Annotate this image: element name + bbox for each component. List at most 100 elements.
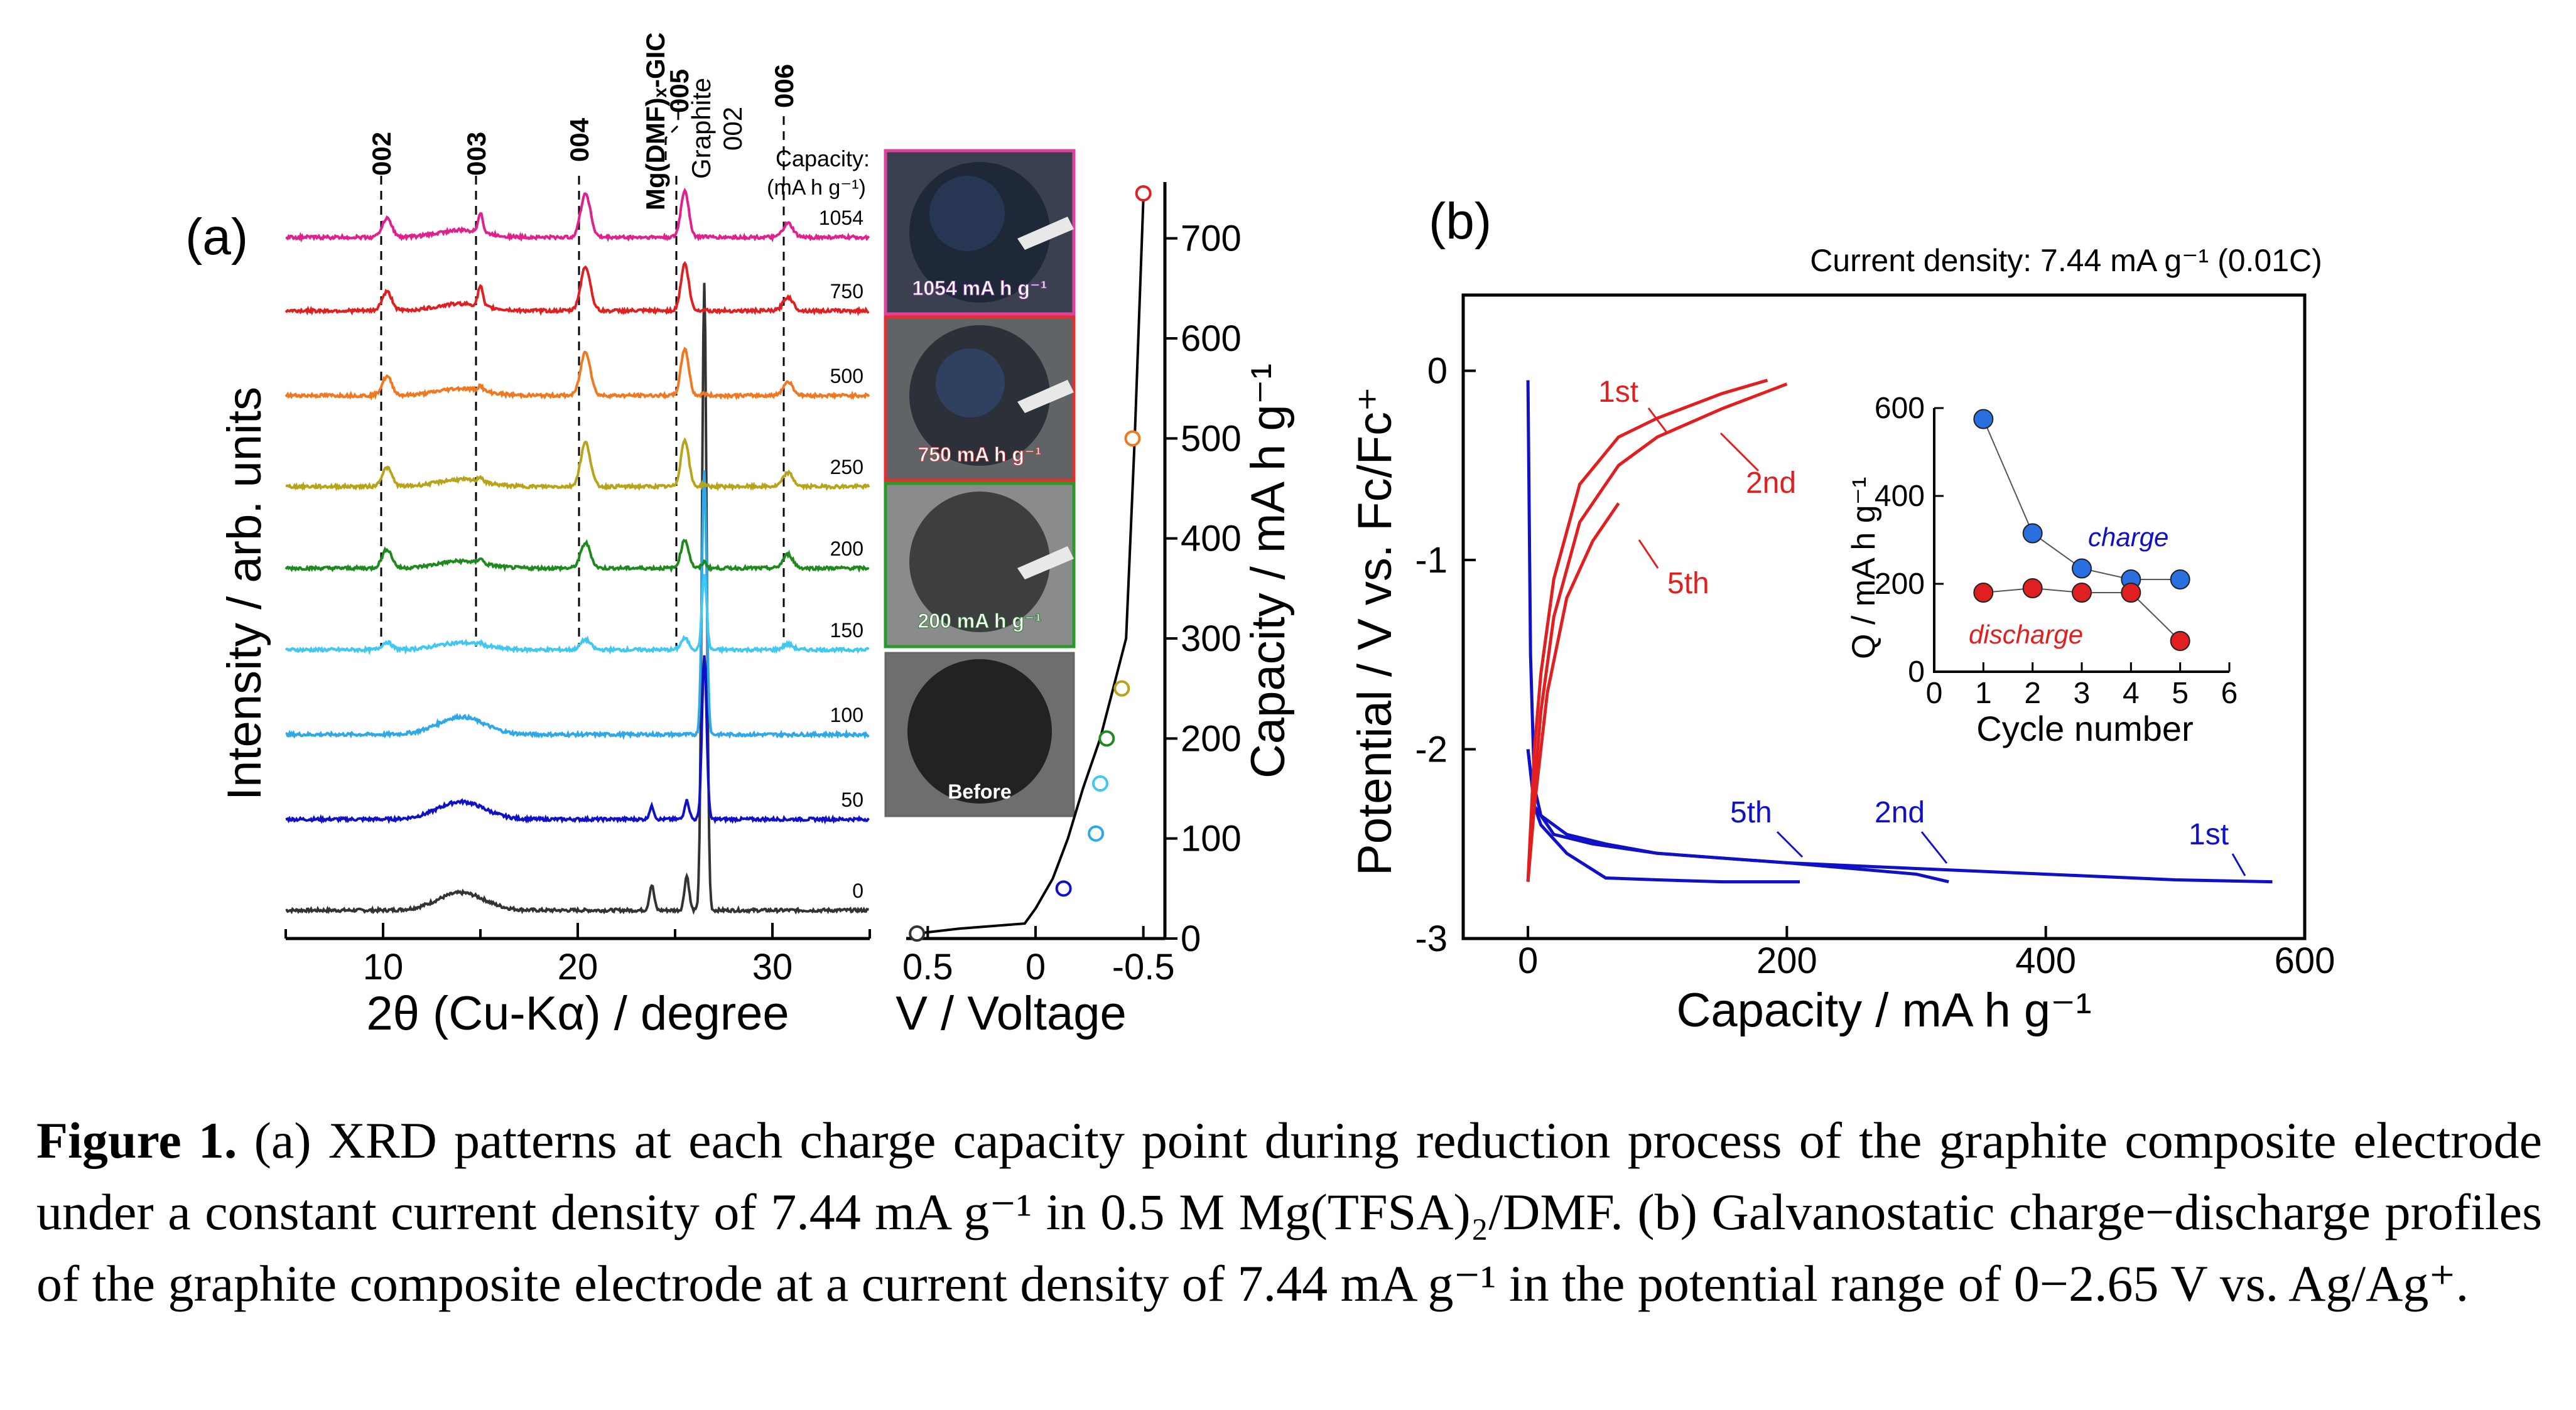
xrd-capacity-label: 200 xyxy=(830,537,863,560)
curve-annotations: 1st 2nd 5th 5th 2nd 1st xyxy=(1598,375,2246,876)
blue-5th-label: 5th xyxy=(1730,796,1772,829)
panel-b-curve-2nd-charge xyxy=(1526,382,1788,882)
panel-b-y-tick-label: 0 xyxy=(1427,351,1448,392)
voltage-marker xyxy=(1113,680,1130,697)
inset-point-discharge xyxy=(2072,583,2092,603)
inset-y-tick-label: 600 xyxy=(1875,392,1925,425)
blue-2nd-leader xyxy=(1920,831,1948,864)
photo-200-label: 200 mA h g⁻¹ xyxy=(917,610,1041,632)
photo-1054-sheen xyxy=(929,176,1005,251)
panel-b-curve-5th-charge xyxy=(1526,502,1620,882)
peak-label-002: 002 xyxy=(367,132,396,176)
voltage-marker xyxy=(1098,730,1115,747)
xrd-trace-750 xyxy=(284,261,870,316)
inset-x-axis-label: Cycle number xyxy=(1976,709,2193,748)
panel-a-label: (a) xyxy=(185,208,248,266)
red-2nd-leader xyxy=(1719,432,1760,472)
capacity-header-line2: (mA h g⁻¹) xyxy=(767,176,866,200)
inset-point-charge xyxy=(2072,558,2092,579)
blue-1st-leader xyxy=(2231,853,2246,876)
peak-label-004: 004 xyxy=(565,117,594,162)
inset-spacer xyxy=(1884,380,2576,386)
inset-point-charge xyxy=(2022,523,2043,544)
voltage-marker xyxy=(1055,880,1072,897)
red-5th-label: 5th xyxy=(1667,567,1709,600)
capacity-header-line1: Capacity: xyxy=(776,146,870,171)
photo-750-tweezers xyxy=(1017,380,1074,413)
panel-b-x-tick-label: 400 xyxy=(2015,940,2076,981)
voltage-marker xyxy=(1088,825,1105,842)
inset-x-tick-label: 2 xyxy=(2024,677,2041,710)
panel-b-label: (b) xyxy=(1429,193,1491,250)
graphite-label-line2: 002 xyxy=(718,107,747,151)
xrd-trace-100 xyxy=(285,470,870,740)
voltage-x-tick-label: -0.5 xyxy=(1112,947,1175,988)
peak-label-005: 005 xyxy=(664,69,694,113)
inset-point-charge xyxy=(2170,569,2190,589)
inset-point-discharge xyxy=(2121,583,2141,603)
inset-line-charge xyxy=(1983,419,2180,580)
voltage-y-tick-label: 0 xyxy=(1181,918,1201,959)
xrd-x-ticks: 10 20 30 xyxy=(284,923,871,988)
voltage-y-tick-label: 200 xyxy=(1181,718,1242,759)
xrd-capacity-label: 250 xyxy=(830,456,863,478)
voltage-y-tick-label: 100 xyxy=(1181,819,1242,859)
xrd-x-tick-label: 20 xyxy=(558,947,598,988)
voltage-curve-line xyxy=(916,198,1145,935)
inset-y-tick-label: 0 xyxy=(1908,655,1925,689)
electrode-photos: 1054 mA h g⁻¹ 750 mA h g⁻¹ 200 mA h g⁻¹ … xyxy=(884,149,1076,817)
inset-x-tick-label: 6 xyxy=(2221,677,2238,710)
xrd-capacity-labels: 0 50 100 150 200 250 500 750 1054 xyxy=(819,207,863,902)
voltage-marker xyxy=(1124,430,1141,447)
xrd-capacity-label: 0 xyxy=(852,880,863,902)
xrd-capacity-label: 1054 xyxy=(819,207,863,229)
panel-b-x-tick-label: 600 xyxy=(2275,940,2335,981)
voltage-y-tick-label: 300 xyxy=(1181,618,1242,659)
voltage-y-tick-label: 700 xyxy=(1181,218,1242,259)
voltage-x-tick-label: 0.5 xyxy=(902,947,953,988)
voltage-y-tick-label: 500 xyxy=(1181,418,1242,459)
photo-before-disc xyxy=(907,659,1052,804)
xrd-capacity-label: 50 xyxy=(841,788,863,811)
peak-guide-005-connector xyxy=(664,100,679,160)
inset-x-tick-label: 3 xyxy=(2074,677,2091,710)
inset-point-discharge xyxy=(2022,578,2043,598)
voltage-y-tick-label: 600 xyxy=(1181,318,1242,359)
gic-label: Mg(DMF)ₓ-GIC xyxy=(641,32,670,210)
voltage-marker xyxy=(1092,775,1108,792)
panel-b-curve-1st-charge xyxy=(1526,379,1768,882)
xrd-capacity-label: 150 xyxy=(830,619,863,642)
panel-b-title: Current density: 7.44 mA g⁻¹ (0.01C) xyxy=(1810,243,2322,278)
photo-1054: 1054 mA h g⁻¹ xyxy=(884,149,1076,316)
peak-labels: 002 003 004 Mg(DMF)ₓ-GIC 005 006 xyxy=(367,32,799,210)
caption-text: (a) XRD patterns at each charge capacity… xyxy=(36,1112,2542,1312)
xrd-trace-50 xyxy=(285,655,870,825)
xrd-x-tick-label: 10 xyxy=(363,947,404,988)
inset-point-discharge xyxy=(1973,583,1994,603)
xrd-x-axis-label: 2θ (Cu-Kα) / degree xyxy=(366,987,789,1040)
graphite-label: Graphite 002 xyxy=(686,78,747,179)
inset-y-axis-label: Q / mA h g⁻¹ xyxy=(1846,477,1882,659)
red-1st-label: 1st xyxy=(1598,375,1638,409)
graphite-label-line1: Graphite xyxy=(686,78,716,179)
voltage-x-axis-label: V / Voltage xyxy=(896,987,1127,1040)
blue-2nd-label: 2nd xyxy=(1875,796,1925,829)
inset-charge-label: charge xyxy=(2088,522,2168,552)
inset-point-discharge xyxy=(2170,631,2190,651)
photo-before: Before xyxy=(884,652,1075,817)
figure-canvas: (a) Intensity / arb. units 10 20 30 2θ (Cu… xyxy=(185,32,2576,1040)
panel-b-x-axis-label: Capacity / mA h g⁻¹ xyxy=(1676,984,2091,1037)
photo-750: 750 mA h g⁻¹ xyxy=(884,315,1076,482)
inset-y-tick-label: 400 xyxy=(1875,480,1925,513)
xrd-trace-500 xyxy=(284,347,870,401)
xrd-trace-150 xyxy=(284,574,870,655)
photo-750-label: 750 mA h g⁻¹ xyxy=(917,443,1041,466)
inset-points xyxy=(1973,409,2190,651)
voltage-curve xyxy=(909,185,1152,942)
panel-b-y-axis-label: Potential / V vs. Fc/Fc⁺ xyxy=(1348,387,1402,876)
xrd-trace-1054 xyxy=(285,187,870,243)
